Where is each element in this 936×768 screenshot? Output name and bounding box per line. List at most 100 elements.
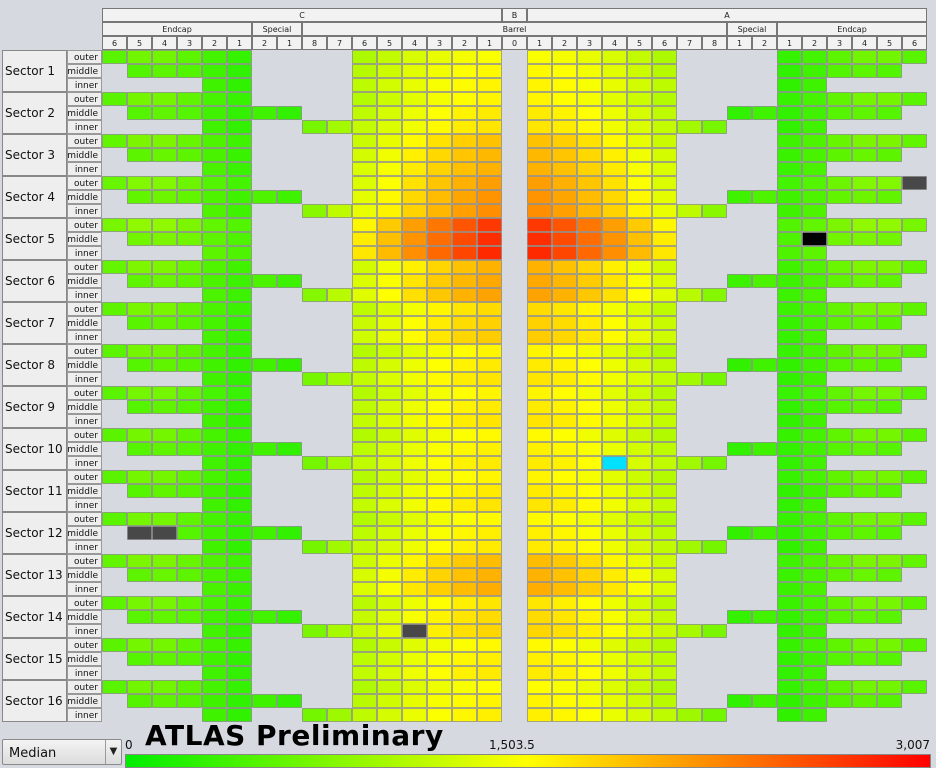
heatmap-cell[interactable] <box>477 176 502 190</box>
heatmap-cell[interactable] <box>852 316 877 330</box>
heatmap-cell[interactable] <box>227 526 252 540</box>
heatmap-cell[interactable] <box>452 302 477 316</box>
heatmap-cell[interactable] <box>177 386 202 400</box>
heatmap-cell[interactable] <box>527 582 552 596</box>
heatmap-cell[interactable] <box>202 372 227 386</box>
heatmap-cell[interactable] <box>852 302 877 316</box>
heatmap-cell[interactable] <box>452 218 477 232</box>
heatmap-cell[interactable] <box>352 484 377 498</box>
heatmap-cell[interactable] <box>577 610 602 624</box>
heatmap-cell[interactable] <box>202 414 227 428</box>
heatmap-cell[interactable] <box>652 666 677 680</box>
heatmap-cell[interactable] <box>152 680 177 694</box>
heatmap-cell[interactable] <box>602 624 627 638</box>
heatmap-cell[interactable] <box>352 260 377 274</box>
heatmap-cell[interactable] <box>127 176 152 190</box>
heatmap-cell[interactable] <box>227 596 252 610</box>
heatmap-cell[interactable] <box>352 400 377 414</box>
heatmap-cell[interactable] <box>577 456 602 470</box>
heatmap-cell[interactable] <box>452 666 477 680</box>
heatmap-cell[interactable] <box>527 246 552 260</box>
heatmap-cell[interactable] <box>627 652 652 666</box>
heatmap-cell[interactable] <box>602 274 627 288</box>
heatmap-cell[interactable] <box>402 316 427 330</box>
heatmap-cell[interactable] <box>427 274 452 288</box>
heatmap-cell[interactable] <box>852 680 877 694</box>
heatmap-cell[interactable] <box>877 680 902 694</box>
heatmap-cell[interactable] <box>227 512 252 526</box>
heatmap-cell[interactable] <box>777 302 802 316</box>
heatmap-cell[interactable] <box>852 64 877 78</box>
heatmap-cell[interactable] <box>827 50 852 64</box>
heatmap-cell[interactable] <box>802 442 827 456</box>
heatmap-cell[interactable] <box>227 498 252 512</box>
heatmap-cell[interactable] <box>102 596 127 610</box>
heatmap-cell[interactable] <box>577 246 602 260</box>
heatmap-cell[interactable] <box>727 610 752 624</box>
heatmap-cell[interactable] <box>877 596 902 610</box>
heatmap-cell[interactable] <box>527 568 552 582</box>
heatmap-cell[interactable] <box>552 120 577 134</box>
heatmap-cell[interactable] <box>177 148 202 162</box>
heatmap-cell[interactable] <box>452 316 477 330</box>
heatmap-cell[interactable] <box>352 358 377 372</box>
heatmap-cell[interactable] <box>527 680 552 694</box>
heatmap-cell[interactable] <box>202 386 227 400</box>
heatmap-cell[interactable] <box>602 694 627 708</box>
heatmap-cell[interactable] <box>652 190 677 204</box>
heatmap-cell[interactable] <box>477 302 502 316</box>
heatmap-cell[interactable] <box>427 344 452 358</box>
heatmap-cell[interactable] <box>652 610 677 624</box>
heatmap-cell[interactable] <box>452 50 477 64</box>
heatmap-cell[interactable] <box>127 218 152 232</box>
heatmap-cell[interactable] <box>677 624 702 638</box>
heatmap-cell[interactable] <box>477 498 502 512</box>
heatmap-cell[interactable] <box>852 274 877 288</box>
heatmap-cell[interactable] <box>552 386 577 400</box>
heatmap-cell[interactable] <box>202 260 227 274</box>
heatmap-cell[interactable] <box>627 190 652 204</box>
heatmap-cell[interactable] <box>802 400 827 414</box>
heatmap-cell[interactable] <box>777 470 802 484</box>
heatmap-cell[interactable] <box>352 176 377 190</box>
heatmap-cell[interactable] <box>802 680 827 694</box>
heatmap-cell[interactable] <box>702 540 727 554</box>
heatmap-cell[interactable] <box>902 512 927 526</box>
heatmap-cell[interactable] <box>427 148 452 162</box>
heatmap-cell[interactable] <box>802 288 827 302</box>
heatmap-cell[interactable] <box>452 414 477 428</box>
heatmap-cell[interactable] <box>602 316 627 330</box>
heatmap-cell[interactable] <box>777 526 802 540</box>
heatmap-cell[interactable] <box>577 442 602 456</box>
heatmap-cell[interactable] <box>852 386 877 400</box>
heatmap-cell[interactable] <box>877 386 902 400</box>
heatmap-cell[interactable] <box>452 176 477 190</box>
heatmap-cell[interactable] <box>377 288 402 302</box>
heatmap-cell[interactable] <box>877 526 902 540</box>
heatmap-cell[interactable] <box>227 330 252 344</box>
heatmap-cell[interactable] <box>602 288 627 302</box>
heatmap-cell[interactable] <box>377 456 402 470</box>
heatmap-cell[interactable] <box>602 218 627 232</box>
heatmap-cell[interactable] <box>777 190 802 204</box>
heatmap-cell[interactable] <box>602 442 627 456</box>
heatmap-cell[interactable] <box>302 288 327 302</box>
heatmap-cell[interactable] <box>802 190 827 204</box>
heatmap-cell[interactable] <box>202 582 227 596</box>
heatmap-cell[interactable] <box>902 134 927 148</box>
heatmap-cell[interactable] <box>477 148 502 162</box>
heatmap-cell[interactable] <box>802 652 827 666</box>
heatmap-cell[interactable] <box>477 120 502 134</box>
heatmap-cell[interactable] <box>177 176 202 190</box>
heatmap-cell[interactable] <box>477 456 502 470</box>
heatmap-cell[interactable] <box>402 330 427 344</box>
heatmap-cell[interactable] <box>152 652 177 666</box>
heatmap-cell[interactable] <box>227 288 252 302</box>
heatmap-cell[interactable] <box>802 134 827 148</box>
heatmap-cell[interactable] <box>352 638 377 652</box>
heatmap-cell[interactable] <box>627 176 652 190</box>
heatmap-cell[interactable] <box>452 260 477 274</box>
heatmap-cell[interactable] <box>127 92 152 106</box>
heatmap-cell[interactable] <box>902 428 927 442</box>
heatmap-cell[interactable] <box>102 218 127 232</box>
